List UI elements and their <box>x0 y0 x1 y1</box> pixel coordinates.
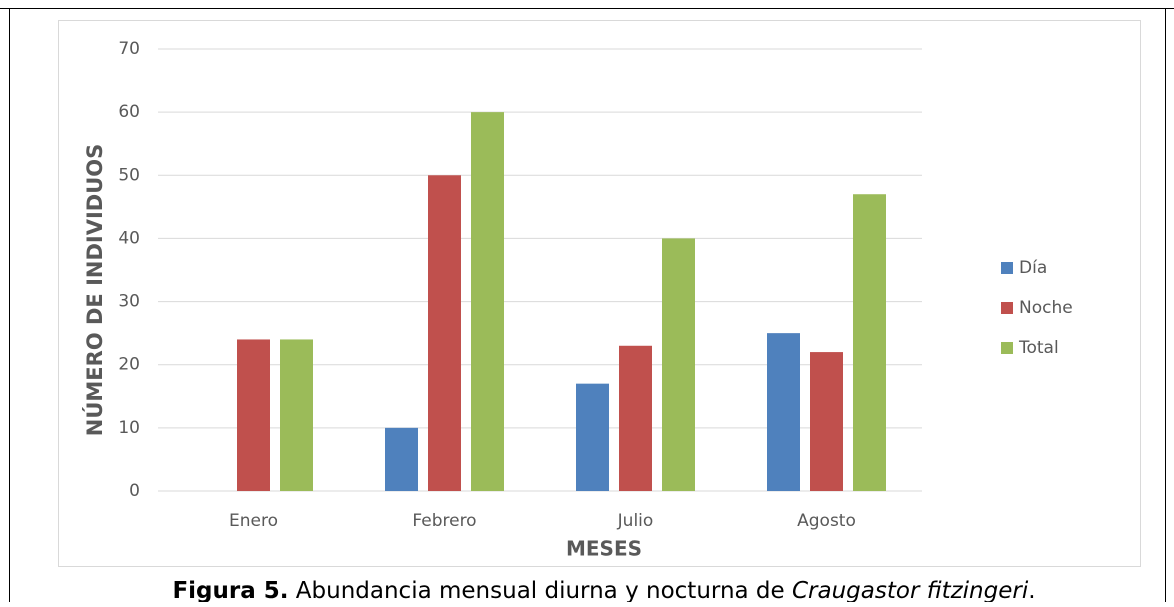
legend-label: Total <box>1018 338 1059 358</box>
y-axis-title: NÚMERO DE INDIVIDUOS <box>82 144 107 436</box>
x-axis-title: MESES <box>566 537 642 561</box>
bar <box>619 345 652 491</box>
bar <box>767 333 800 491</box>
x-tick-label: Julio <box>617 511 654 531</box>
caption-label: Figura 5. <box>172 578 288 603</box>
y-tick-label: 30 <box>118 292 140 312</box>
y-tick-label: 70 <box>118 39 140 59</box>
bar <box>280 339 313 491</box>
y-tick-label: 40 <box>118 228 140 248</box>
caption-species: Craugastor fitzingeri <box>792 578 1029 603</box>
bar <box>385 427 418 491</box>
legend-swatch <box>1001 262 1013 274</box>
legend-swatch <box>1001 302 1013 314</box>
bar <box>810 352 843 491</box>
legend-label: Noche <box>1019 298 1073 318</box>
caption: Figura 5. Abundancia mensual diurna y no… <box>172 578 1035 603</box>
caption-end: . <box>1028 578 1035 603</box>
bar <box>471 112 504 492</box>
bar <box>853 194 886 491</box>
y-tick-label: 10 <box>118 418 140 438</box>
bar <box>576 383 609 491</box>
x-tick-label: Febrero <box>412 511 476 531</box>
bar <box>662 238 695 491</box>
bar <box>428 175 461 492</box>
y-tick-label: 60 <box>118 102 140 122</box>
y-tick-label: 20 <box>118 355 140 375</box>
x-tick-label: Agosto <box>797 511 856 531</box>
y-tick-label: 0 <box>129 481 140 501</box>
legend-label: Día <box>1019 258 1047 278</box>
caption-text: Abundancia mensual diurna y nocturna de <box>296 578 785 603</box>
chart-frame <box>58 20 1141 567</box>
x-tick-label: Enero <box>229 511 278 531</box>
y-tick-label: 50 <box>118 165 140 185</box>
legend-swatch <box>1001 342 1013 354</box>
bar <box>237 339 270 491</box>
